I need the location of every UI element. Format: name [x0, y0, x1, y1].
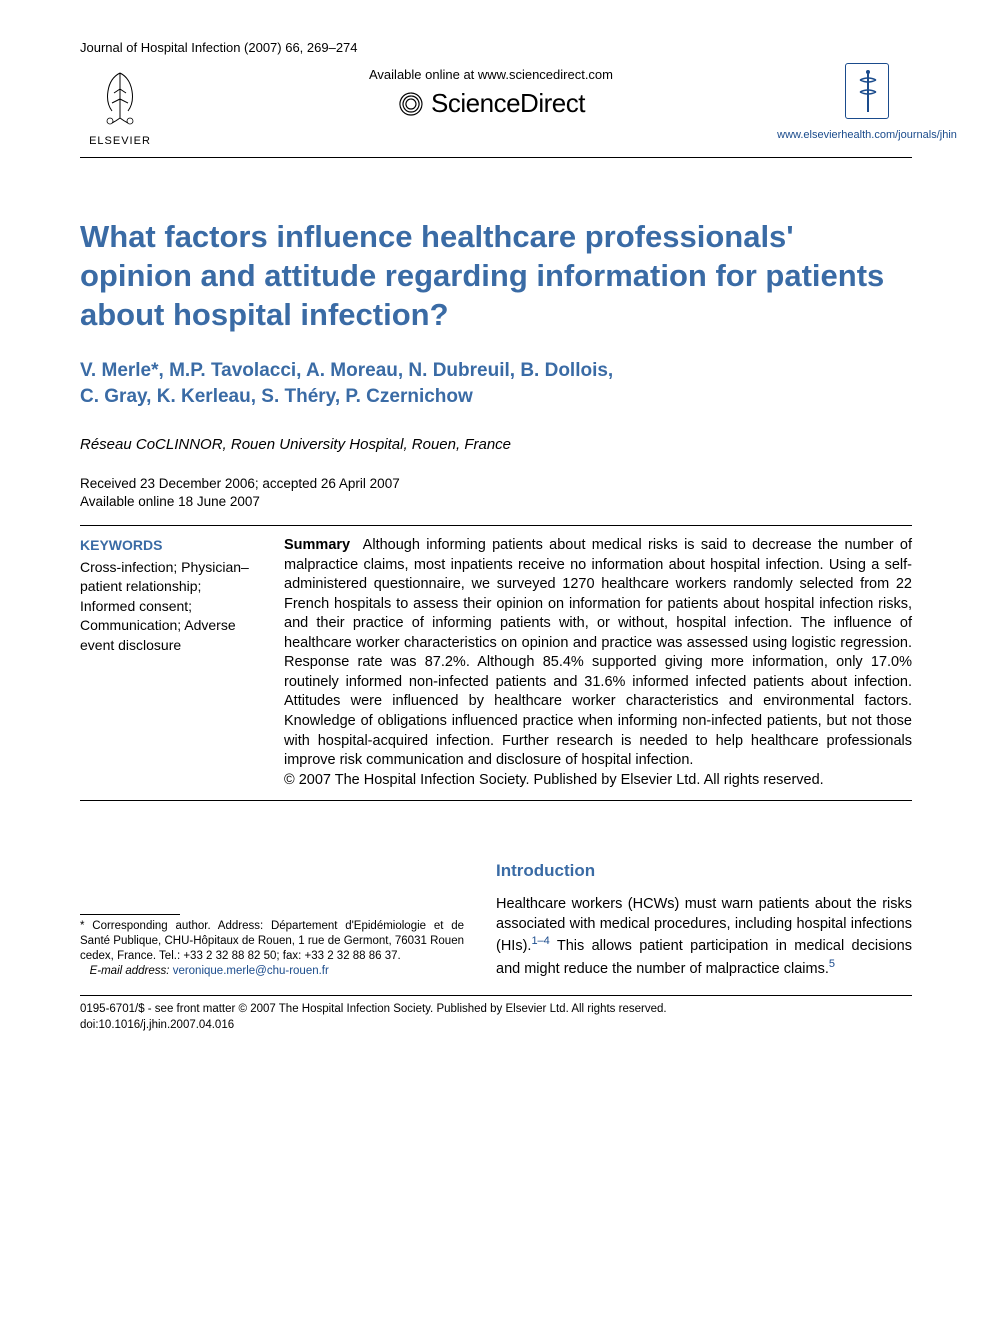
- sciencedirect-text: ScienceDirect: [431, 88, 585, 119]
- keywords-column: KEYWORDS Cross-infection; Physician–pati…: [80, 536, 260, 790]
- introduction-body: Healthcare workers (HCWs) must warn pati…: [496, 895, 912, 979]
- email-label: E-mail address:: [90, 965, 170, 977]
- ref-link-1-4[interactable]: 1–4: [531, 935, 549, 947]
- corresponding-email[interactable]: veronique.merle@chu-rouen.fr: [173, 965, 329, 977]
- journal-logo-block: www.elsevierhealth.com/journals/jhin: [822, 63, 912, 141]
- copyright-line1: 0195-6701/$ - see front matter © 2007 Th…: [80, 1003, 667, 1015]
- corresponding-footnote: * Corresponding author. Address: Départe…: [80, 919, 464, 979]
- elsevier-logo-block: ELSEVIER: [80, 63, 160, 147]
- summary-column: Summary Although informing patients abou…: [284, 536, 912, 790]
- journal-url[interactable]: www.elsevierhealth.com/journals/jhin: [777, 129, 957, 141]
- bottom-copyright: 0195-6701/$ - see front matter © 2007 Th…: [80, 1002, 912, 1033]
- affiliation: Réseau CoCLINNOR, Rouen University Hospi…: [80, 436, 912, 453]
- abstract-bottom-rule: [80, 800, 912, 801]
- received-accepted: Received 23 December 2006; accepted 26 A…: [80, 476, 400, 491]
- authors-rest-line1: , M.P. Tavolacci, A. Moreau, N. Dubreuil…: [159, 360, 614, 381]
- introduction-heading: Introduction: [496, 861, 912, 881]
- available-online-date: Available online 18 June 2007: [80, 494, 260, 509]
- header-divider: [80, 157, 912, 158]
- summary-body: Although informing patients about medica…: [284, 537, 912, 768]
- sciencedirect-logo: ScienceDirect: [397, 88, 585, 119]
- right-column: Introduction Healthcare workers (HCWs) m…: [496, 861, 912, 979]
- elsevier-tree-icon: [90, 63, 150, 133]
- abstract-block: KEYWORDS Cross-infection; Physician–pati…: [80, 536, 912, 790]
- available-online-text: Available online at www.sciencedirect.co…: [160, 67, 822, 82]
- sciencedirect-swirl-icon: [397, 90, 425, 118]
- footnote-text: Corresponding author. Address: Départeme…: [80, 920, 464, 962]
- abstract-top-rule: [80, 525, 912, 526]
- body-columns: * Corresponding author. Address: Départe…: [80, 861, 912, 979]
- corresponding-star: *: [151, 360, 158, 381]
- journal-staff-icon: [845, 63, 889, 119]
- keywords-heading: KEYWORDS: [80, 536, 260, 556]
- intro-part2: This allows patient participation in med…: [496, 938, 912, 976]
- publisher-header: ELSEVIER Available online at www.science…: [80, 63, 912, 147]
- author-first: V. Merle: [80, 360, 151, 381]
- summary-copyright: © 2007 The Hospital Infection Society. P…: [284, 772, 824, 788]
- ref-link-5[interactable]: 5: [829, 958, 835, 970]
- footnote-rule: [80, 914, 180, 915]
- authors-line2: C. Gray, K. Kerleau, S. Théry, P. Czerni…: [80, 386, 473, 407]
- keywords-text: Cross-infection; Physician–patient relat…: [80, 558, 260, 656]
- authors-list: V. Merle*, M.P. Tavolacci, A. Moreau, N.…: [80, 358, 912, 409]
- left-column: * Corresponding author. Address: Départe…: [80, 861, 464, 979]
- citation-line: Journal of Hospital Infection (2007) 66,…: [80, 40, 912, 55]
- bottom-rule: [80, 995, 912, 996]
- article-title: What factors influence healthcare profes…: [80, 218, 912, 334]
- elsevier-label: ELSEVIER: [89, 135, 151, 147]
- article-dates: Received 23 December 2006; accepted 26 A…: [80, 475, 912, 511]
- summary-heading: Summary: [284, 537, 350, 553]
- doi-line: doi:10.1016/j.jhin.2007.04.016: [80, 1019, 234, 1031]
- sciencedirect-block: Available online at www.sciencedirect.co…: [160, 63, 822, 123]
